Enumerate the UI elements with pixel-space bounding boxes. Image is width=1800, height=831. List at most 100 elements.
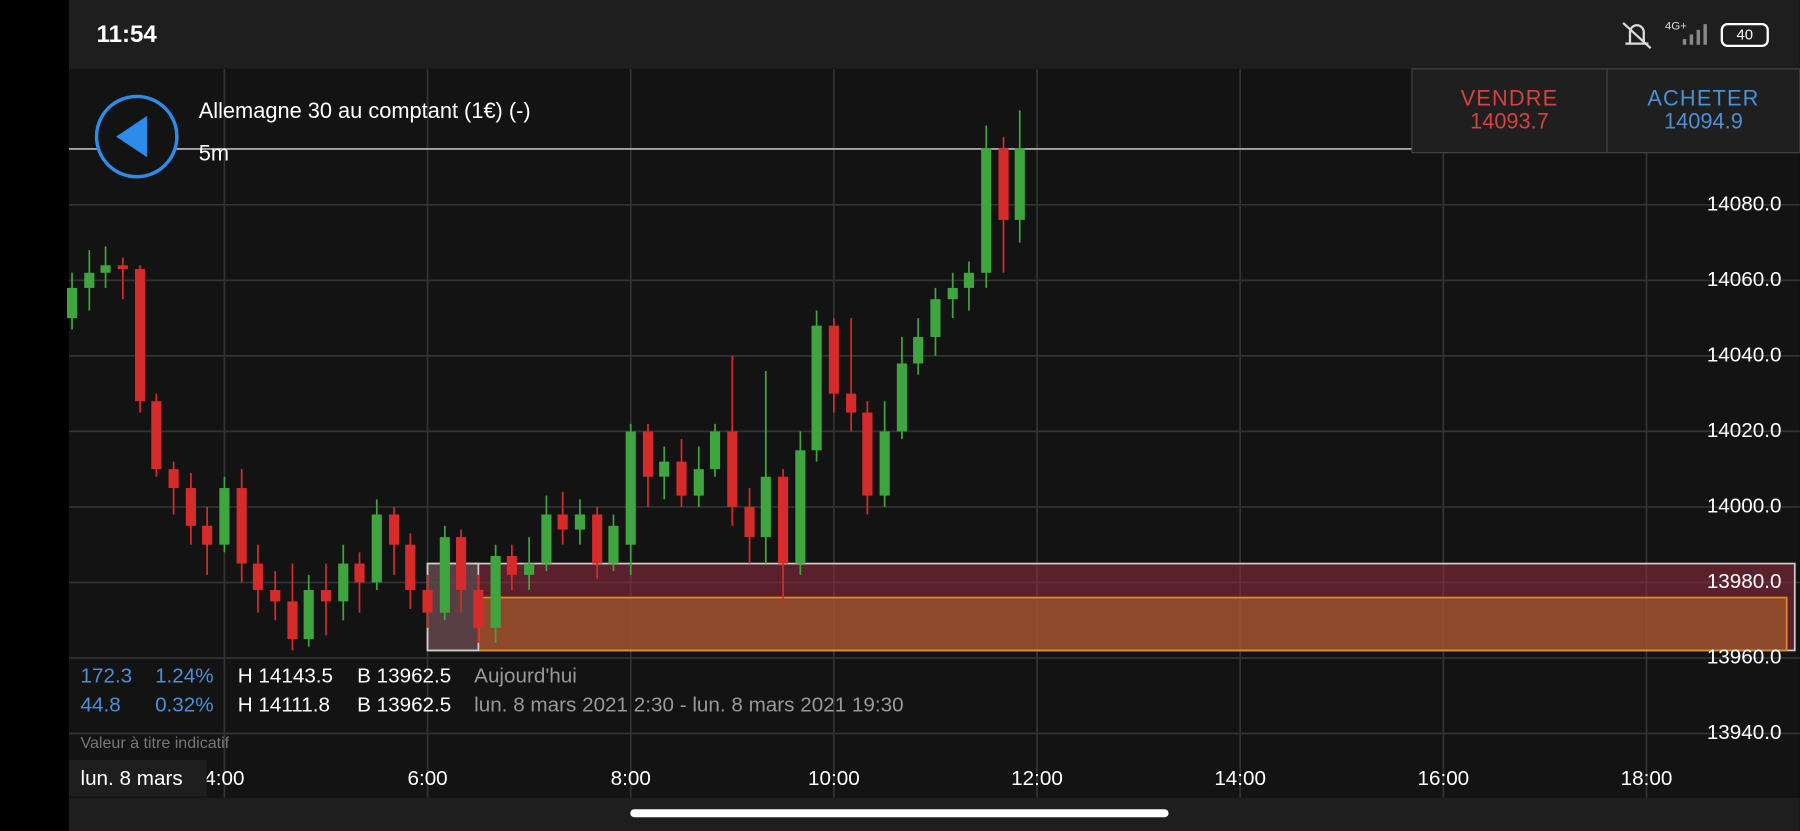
candle-body <box>828 325 839 394</box>
change: 172.3 <box>80 665 132 688</box>
candle-body <box>303 590 314 640</box>
candle-body <box>524 563 535 575</box>
note: Valeur à titre indicatif <box>80 734 229 752</box>
candle-body <box>727 431 738 507</box>
candle-body <box>981 148 992 273</box>
buy-label: ACHETER <box>1647 86 1759 111</box>
candle-body <box>219 488 230 545</box>
x-tick-label: 18:00 <box>1621 767 1673 790</box>
candle-body <box>456 537 467 591</box>
low: B 13962.5 <box>357 665 451 688</box>
x-tick-label: 10:00 <box>808 767 860 790</box>
home-indicator[interactable] <box>630 809 1169 818</box>
sell-button[interactable] <box>1411 68 1608 154</box>
candle-body <box>236 488 247 564</box>
period: lun. 8 mars 2021 2:30 - lun. 8 mars 2021… <box>474 693 903 716</box>
interval[interactable]: 5m <box>199 141 229 166</box>
candle-body <box>778 476 789 564</box>
signal-icon <box>1682 24 1707 45</box>
buy-button[interactable] <box>1606 68 1800 154</box>
candle-body <box>270 590 281 602</box>
candle-body <box>676 461 687 496</box>
date-badge: lun. 8 mars <box>80 767 182 790</box>
date-badge-bg <box>69 759 207 797</box>
plot <box>66 68 1800 798</box>
candle-body <box>371 514 382 583</box>
candle-body <box>557 514 568 530</box>
high: H 14111.8 <box>238 693 330 716</box>
change-pct: 1.24% <box>155 665 214 688</box>
y-tick-label: 14000.0 <box>1707 494 1782 517</box>
candle-body <box>846 393 857 413</box>
x-tick-label: 16:00 <box>1417 767 1469 790</box>
candle-body <box>320 590 332 602</box>
y-tick-label: 14060.0 <box>1707 268 1782 291</box>
candle-body <box>252 563 264 591</box>
candle-body <box>100 265 111 273</box>
candle-body <box>709 431 721 470</box>
candle-body <box>354 563 365 583</box>
candle-body <box>625 431 636 545</box>
clock: 11:54 <box>97 21 158 48</box>
candle-body <box>66 287 78 319</box>
candle-body <box>760 476 771 538</box>
candle-body <box>84 272 95 288</box>
sell-price: 14093.7 <box>1470 109 1549 134</box>
candle-body <box>439 537 450 613</box>
candle-body <box>338 563 349 602</box>
candle-body <box>388 514 400 545</box>
change: 44.8 <box>80 693 120 716</box>
y-tick-label: 14020.0 <box>1707 419 1782 442</box>
candle-body <box>168 469 179 489</box>
x-tick-label: 4:00 <box>204 767 244 790</box>
buy-price: 14094.9 <box>1664 109 1743 134</box>
candle-body <box>963 272 975 288</box>
candle-body <box>896 363 908 432</box>
chart-area <box>69 68 1800 798</box>
period: Aujourd'hui <box>474 665 577 688</box>
candle-body <box>795 450 806 564</box>
candle-body <box>490 556 501 628</box>
candle-body <box>608 525 619 564</box>
back-arrow <box>116 115 148 158</box>
candle-body <box>506 556 517 575</box>
change-pct: 0.32% <box>155 693 214 716</box>
candle-body <box>202 525 213 545</box>
sell-label: VENDRE <box>1461 86 1559 111</box>
x-tick-label: 6:00 <box>407 767 447 790</box>
x-tick-label: 14:00 <box>1214 767 1266 790</box>
stats: 172.3 1.24% H 14143.5 B 13962.5 Aujourd'… <box>80 665 903 717</box>
x-tick-label: 12:00 <box>1011 767 1063 790</box>
candle-body <box>930 299 941 337</box>
candle-body <box>405 544 416 591</box>
low: B 13962.5 <box>357 693 451 716</box>
candle-body <box>998 148 1009 220</box>
high: H 14143.5 <box>238 665 333 688</box>
x-tick-label: 8:00 <box>611 767 651 790</box>
candle-body <box>744 506 755 538</box>
y-tick-label: 13960.0 <box>1707 645 1782 668</box>
candle-body <box>1014 148 1025 220</box>
candle-body <box>117 265 128 270</box>
candle-body <box>879 431 890 496</box>
candle-body <box>574 514 586 530</box>
candle-body <box>185 488 196 526</box>
candle-body <box>659 461 670 477</box>
battery-level: 40 <box>1736 27 1753 44</box>
overlay: 13940.0 13960.0 13980.0 14000.0 14020.0 14040… <box>69 192 1782 797</box>
candle-body <box>151 401 162 470</box>
battery <box>1720 22 1769 48</box>
status-bar <box>69 0 1800 69</box>
candle-body <box>422 590 433 613</box>
candle-body <box>135 269 146 402</box>
mute-icon <box>1622 22 1652 50</box>
y-tick-label: 13940.0 <box>1707 721 1782 744</box>
zone <box>477 596 1788 652</box>
y-tick-label: 13980.0 <box>1707 570 1782 593</box>
candle-body <box>287 601 298 640</box>
candle-body <box>862 412 873 496</box>
y-tick-label: 14040.0 <box>1707 343 1782 366</box>
instrument-title: Allemagne 30 au comptant (1€) (-) <box>199 98 531 123</box>
candle-body <box>947 287 958 300</box>
